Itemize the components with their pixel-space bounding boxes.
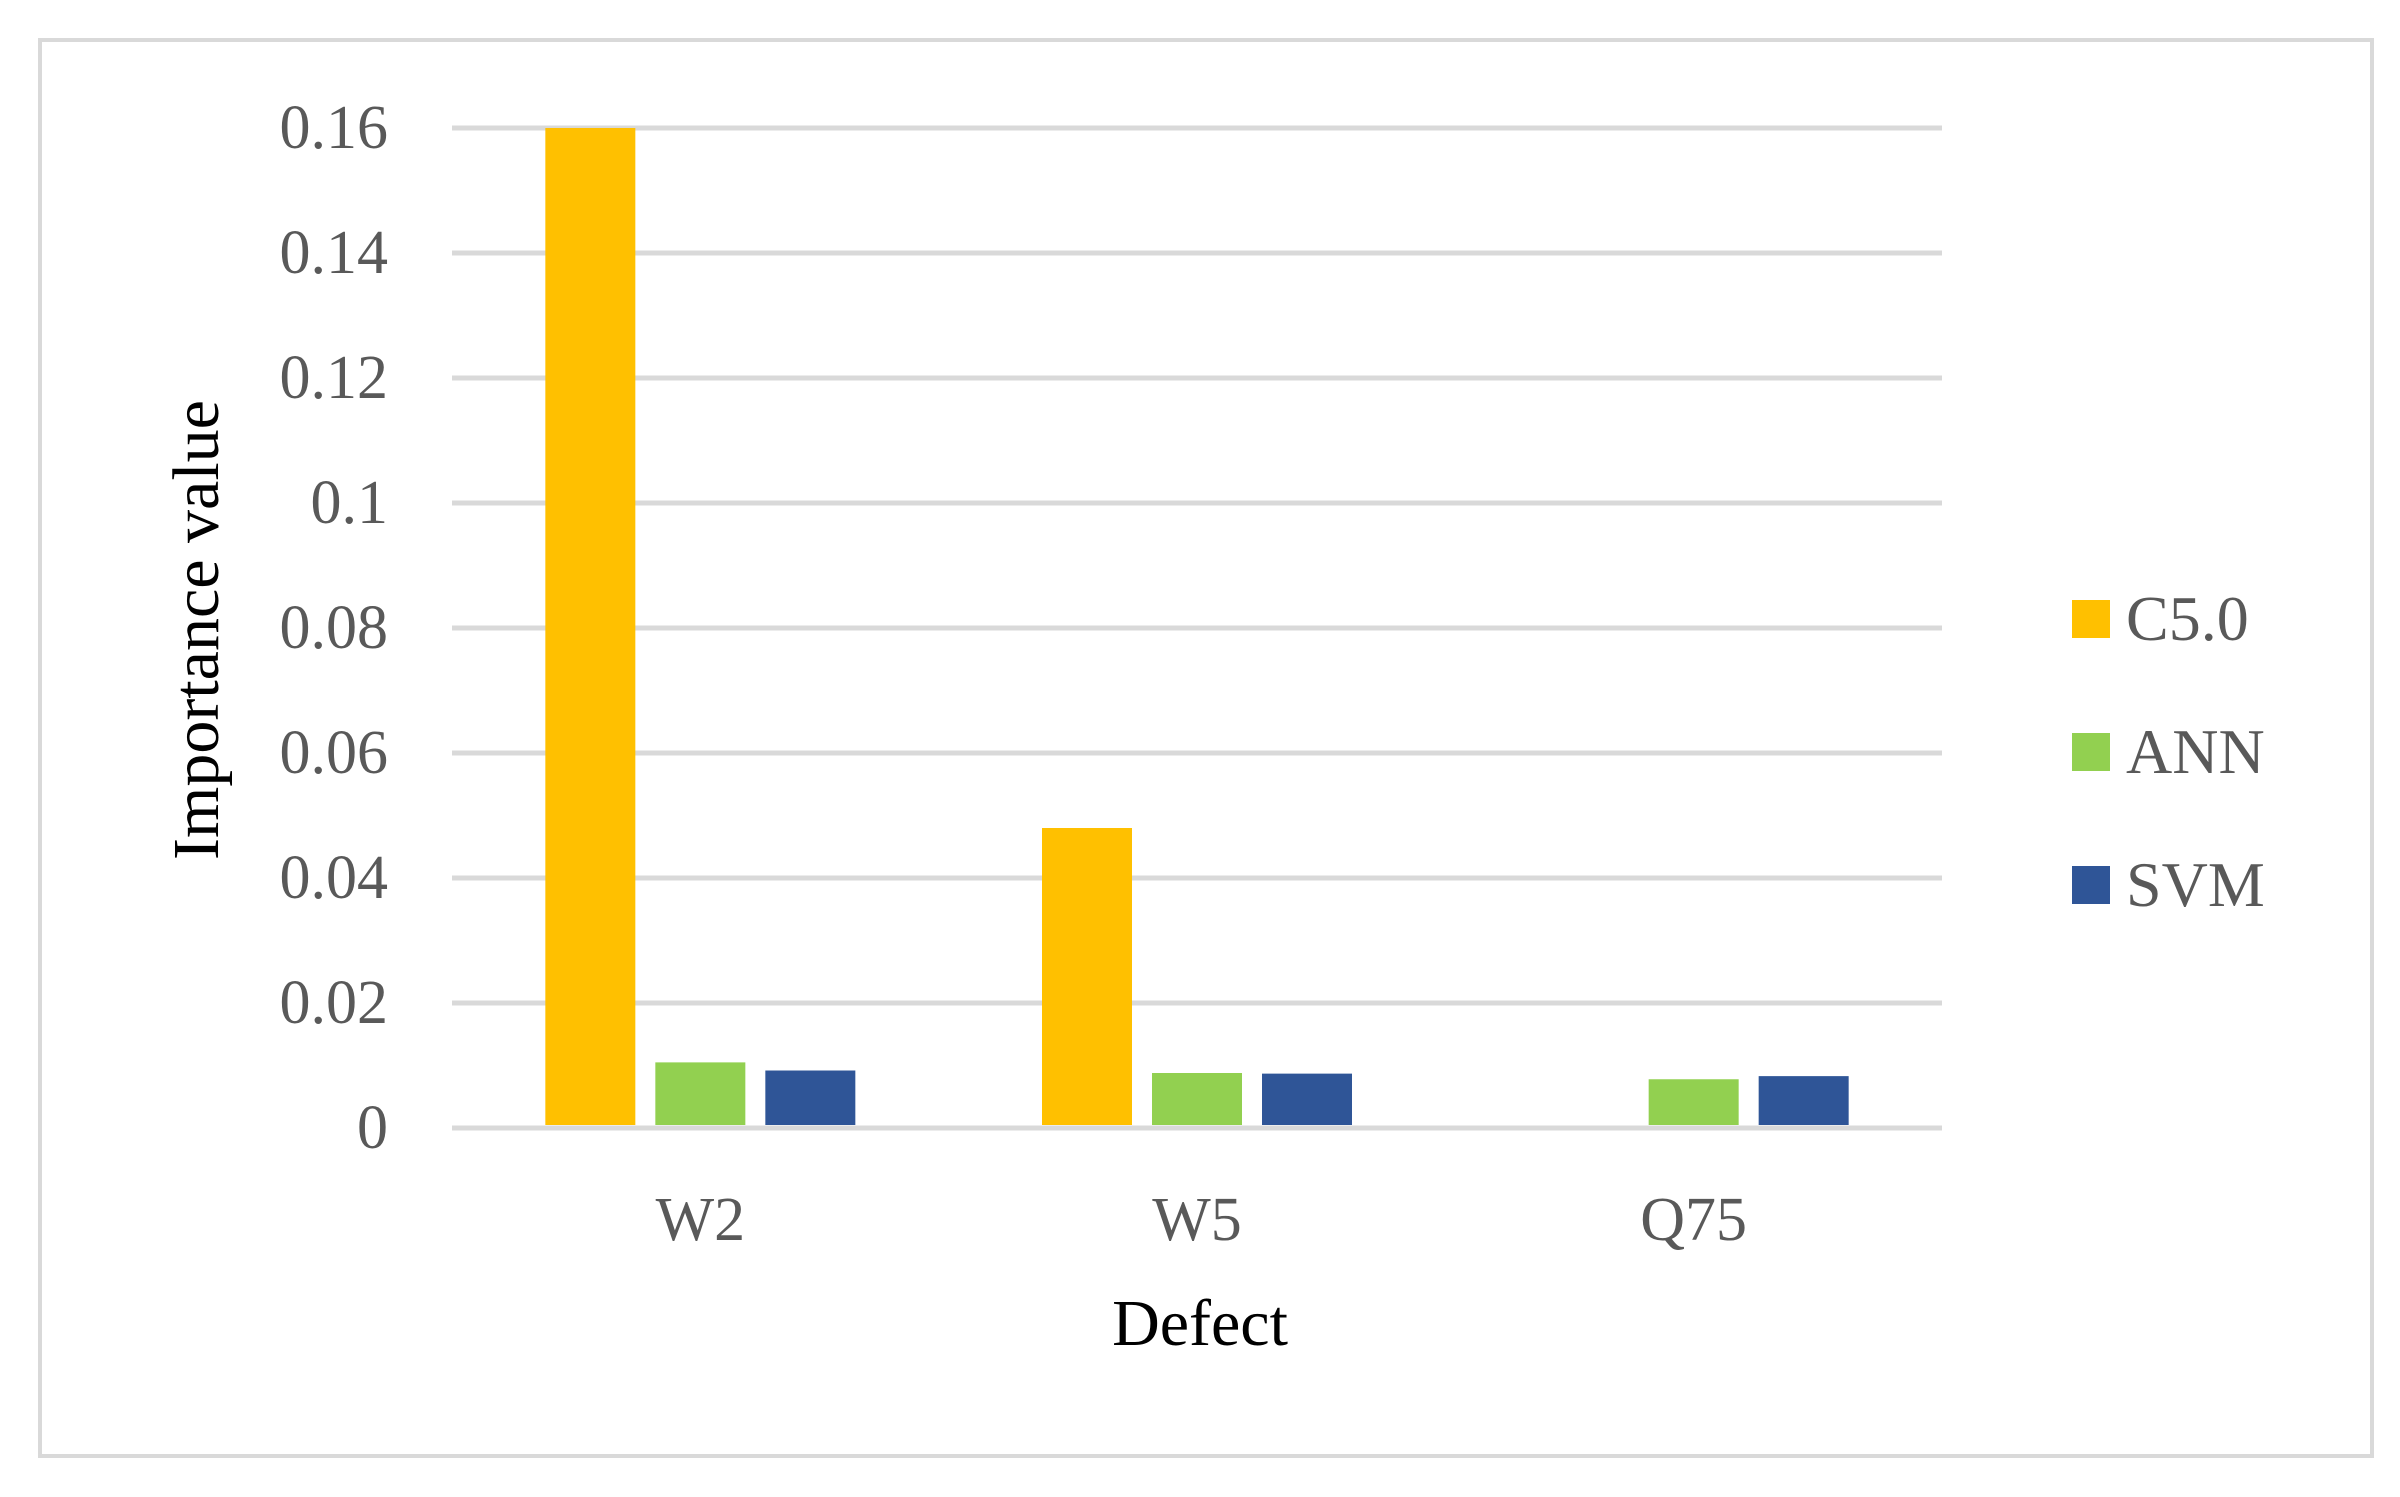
y-tick-label: 0	[357, 1094, 388, 1162]
x-tick-label: W5	[1152, 1186, 1242, 1254]
chart-frame	[38, 38, 2374, 1458]
x-tick-label: W2	[656, 1186, 746, 1254]
gridlines	[452, 125, 1942, 1131]
y-tick-label: 0.14	[280, 219, 389, 287]
y-tick-label: 0.06	[280, 719, 389, 787]
legend-label: ANN	[2126, 716, 2265, 787]
bar-ann-w2	[655, 1062, 746, 1125]
y-tick-label: 0.08	[280, 594, 389, 662]
legend-label: C5.0	[2126, 583, 2249, 654]
legend-label: SVM	[2126, 849, 2265, 920]
bar-ann-q75	[1648, 1079, 1739, 1125]
x-axis-title: Defect	[1112, 1287, 1288, 1360]
y-axis-title: Importance value	[160, 400, 233, 860]
y-tick-label: 0.04	[280, 844, 389, 912]
bar-svm-w5	[1262, 1073, 1352, 1125]
bar-svm-w2	[765, 1070, 856, 1125]
bar-c50-w2	[545, 128, 636, 1125]
y-tick-label: 0.1	[311, 469, 389, 537]
legend-swatch	[2072, 600, 2110, 638]
legend: C5.0 ANN SVM	[2072, 583, 2265, 920]
x-axis-ticks: W2 W5 Q75	[656, 1186, 1747, 1254]
y-tick-label: 0.12	[280, 344, 389, 412]
legend-swatch	[2072, 866, 2110, 904]
x-tick-label: Q75	[1640, 1186, 1747, 1254]
legend-swatch	[2072, 733, 2110, 771]
y-tick-label: 0.02	[280, 969, 389, 1037]
bar-ann-w5	[1152, 1073, 1242, 1125]
bar-c50-w5	[1042, 828, 1132, 1125]
y-tick-label: 0.16	[280, 94, 389, 162]
bar-svm-q75	[1758, 1076, 1849, 1125]
y-axis-ticks: 0 0.02 0.04 0.06 0.08 0.1 0.12 0.14 0.16	[280, 94, 389, 1162]
bars	[545, 128, 1849, 1125]
